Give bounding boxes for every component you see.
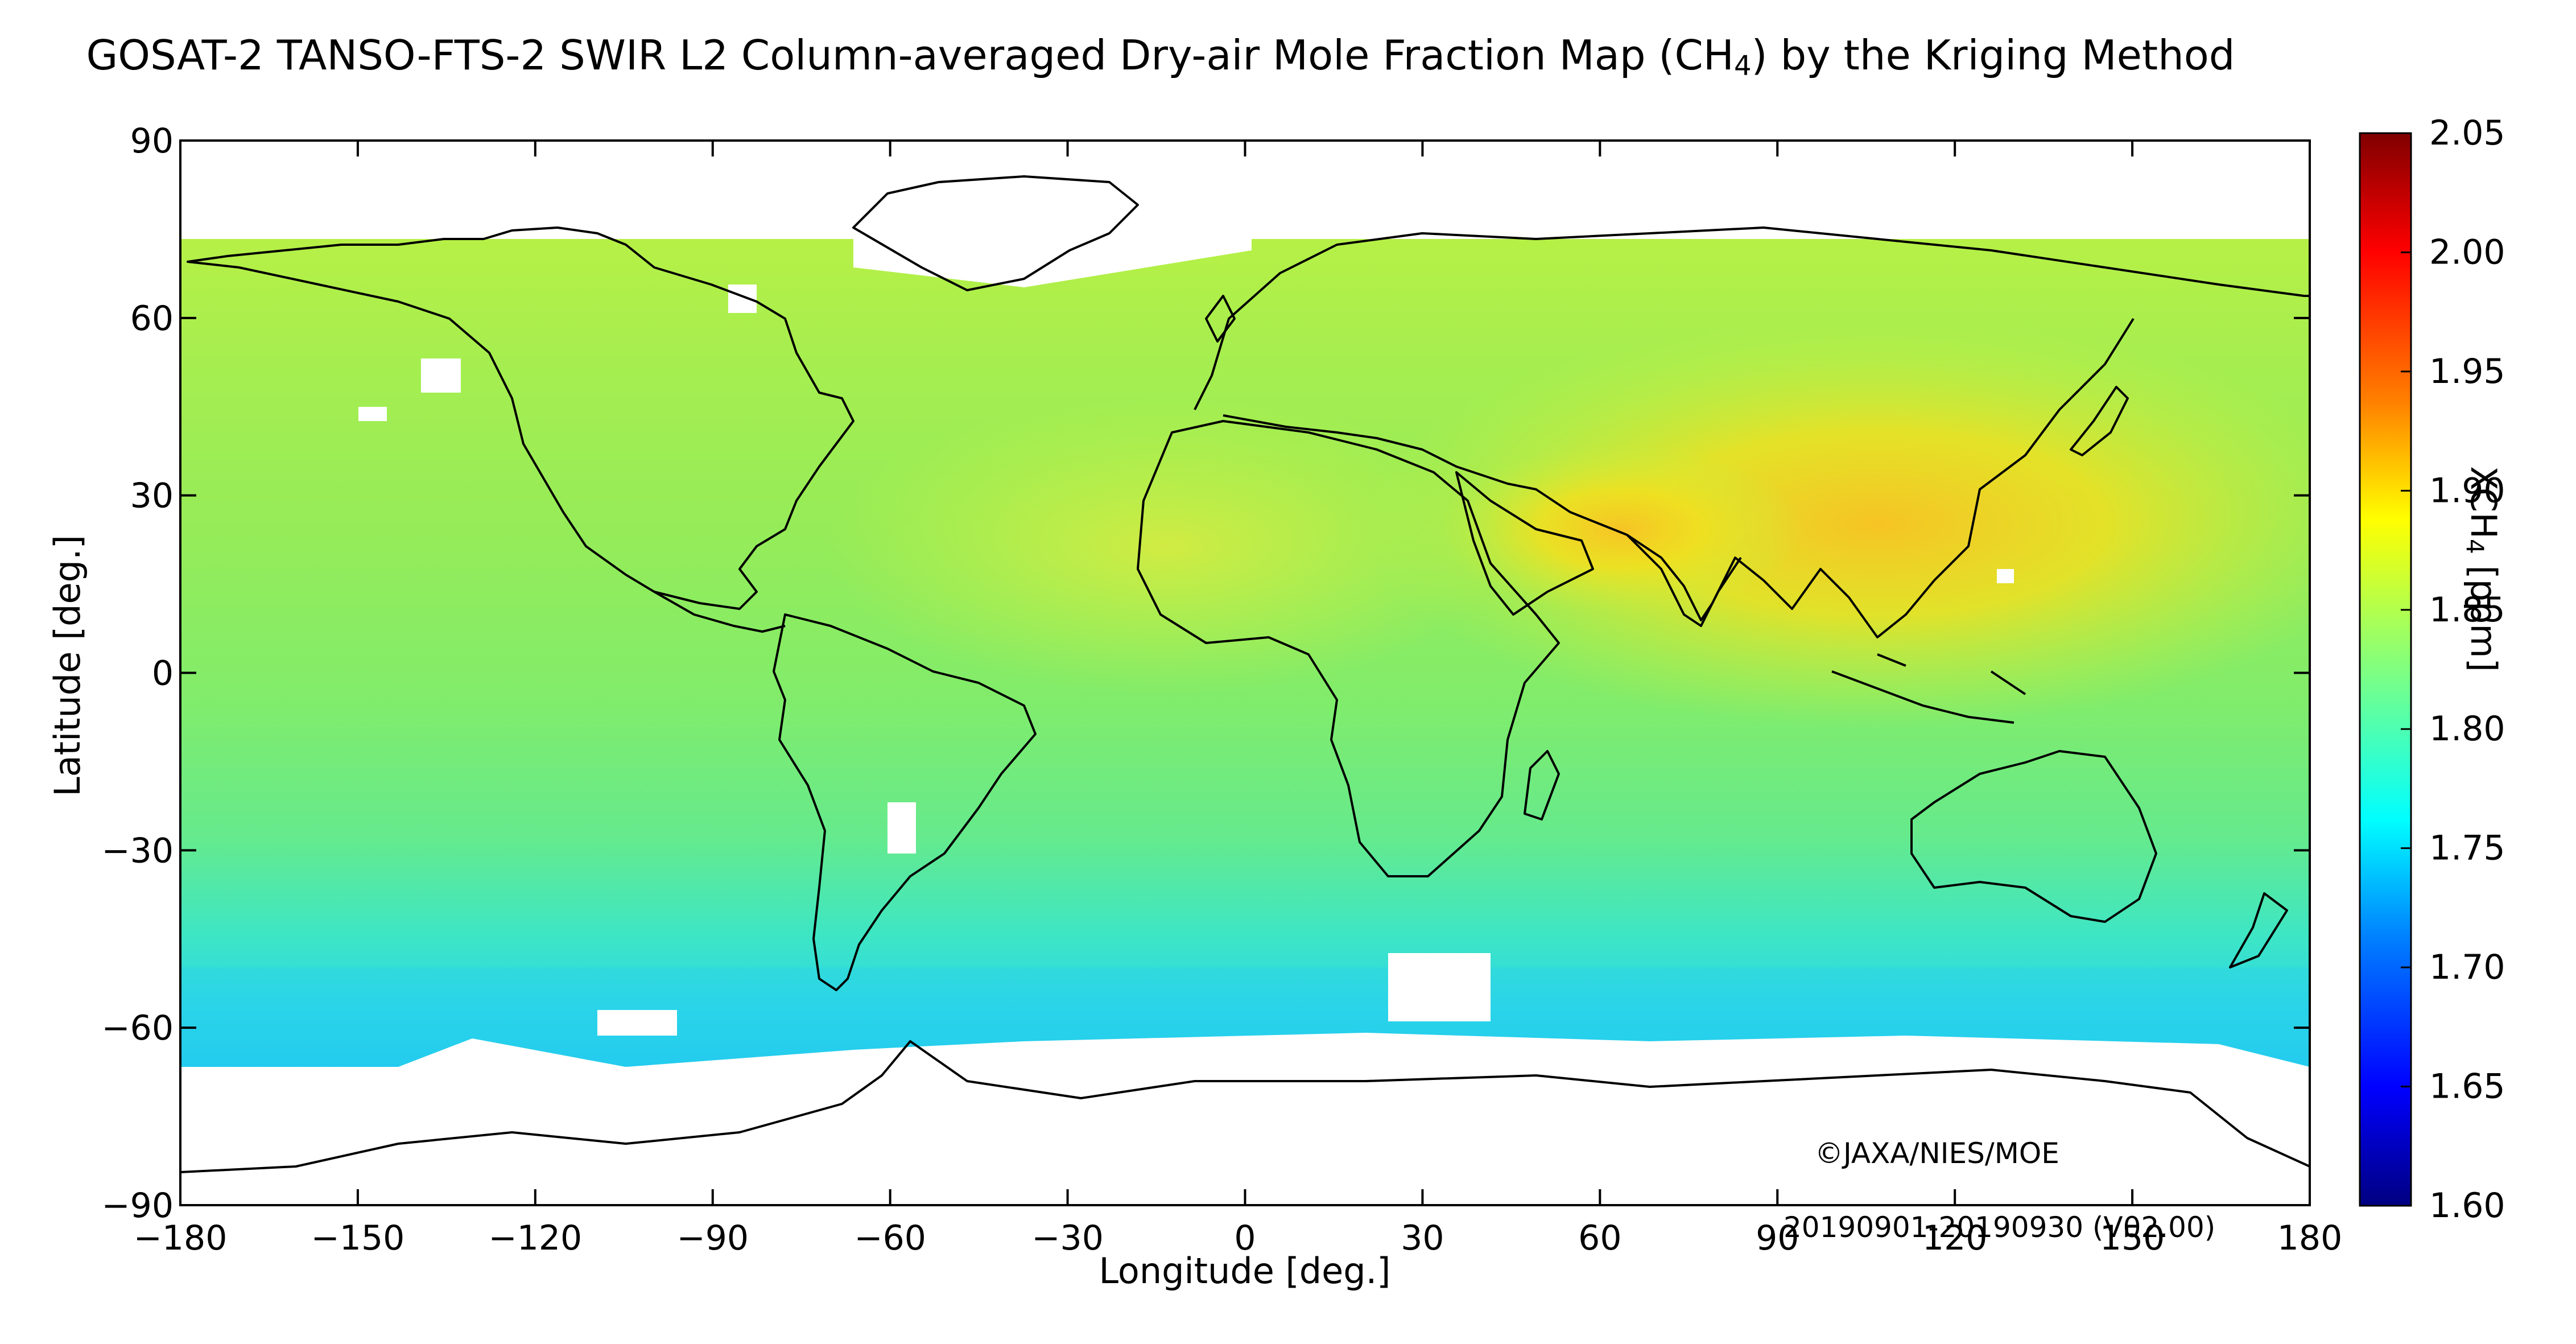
y-tick-label: 0 [152, 654, 174, 694]
map-title: GOSAT-2 TANSO-FTS-2 SWIR L2 Column-avera… [0, 31, 2321, 82]
no-data-patch [887, 802, 916, 854]
antarctica-no-data [180, 1033, 2310, 1205]
y-tick-label: −30 [101, 831, 174, 871]
y-tick-label: −90 [101, 1186, 174, 1226]
south-america-coast [773, 613, 1037, 991]
x-tick-label: −30 [1031, 1218, 1104, 1258]
colorbar-title-subscript: 4 [2461, 538, 2489, 554]
x-tick-label: −120 [488, 1218, 582, 1258]
title-subscript: 4 [1733, 50, 1752, 82]
colorbar [2359, 132, 2412, 1207]
colorbar-tick-labels: 2.05 2.00 1.95 1.90 1.85 1.80 1.75 1.70 1.65 1.60 [2429, 113, 2505, 1226]
colorbar-tick-label: 1.90 [2429, 471, 2505, 510]
asia-high-region [1365, 319, 2310, 728]
no-data-patch [358, 407, 387, 421]
colorbar-tick-label: 2.05 [2429, 113, 2505, 153]
colorbar-tick-label: 1.80 [2429, 709, 2505, 749]
antarctica-coast [180, 1040, 2310, 1173]
x-tick-label: −180 [134, 1218, 228, 1258]
xch4-field [180, 141, 2310, 1205]
x-tick-label: 0 [1234, 1218, 1256, 1258]
no-data-patch [421, 358, 461, 393]
x-tick-label: 150 [2100, 1218, 2165, 1258]
japan-coast [2070, 386, 2129, 456]
colorbar-tick-label: 1.95 [2429, 352, 2505, 391]
copyright-notice: ©JAXA/NIES/MOE [1815, 1137, 2059, 1170]
title-tail: ) by the Kriging Method [1751, 31, 2235, 79]
x-axis-title: Longitude [deg.] [1099, 1250, 1390, 1292]
colorbar-title-unit: [ppm] [2463, 554, 2504, 672]
north-africa-region [825, 398, 1508, 694]
uk-coast [1205, 295, 1236, 343]
y-tick-labels: 90 60 30 0 −30 −60 −90 [101, 121, 174, 1226]
y-axis-title: Latitude [deg.] [47, 535, 88, 797]
africa-coast [1137, 420, 1560, 877]
y-tick-label: 60 [130, 299, 174, 339]
south-asia-high-region [1439, 444, 1803, 615]
observation-period: 20190901-20190930 (V02.00) [1784, 1211, 2216, 1244]
coastlines [180, 175, 2310, 1173]
no-data-patch [597, 1010, 677, 1036]
colorbar-tick-label: 1.60 [2429, 1186, 2505, 1226]
no-data-patch [728, 285, 757, 313]
title-main: GOSAT-2 TANSO-FTS-2 SWIR L2 Column-avera… [86, 31, 1734, 79]
australia-coast [1910, 750, 2157, 923]
greenland-coast [852, 175, 1139, 291]
no-data-patch [1997, 569, 2014, 583]
x-tick-label: −150 [311, 1218, 405, 1258]
x-tick-label: 180 [2277, 1218, 2343, 1258]
north-america-coast [187, 226, 854, 610]
x-tick-label: −90 [676, 1218, 749, 1258]
x-tick-label: −60 [854, 1218, 926, 1258]
madagascar-coast [1524, 750, 1560, 821]
colorbar-tick-label: 1.70 [2429, 947, 2505, 987]
x-tick-labels: −180 −150 −120 −90 −60 −30 0 30 60 90 120 150 180 [134, 1218, 2343, 1258]
colorbar-tick-marks [2401, 132, 2411, 1207]
colorbar-tick-label: 1.75 [2429, 828, 2505, 868]
x-tick-marks [179, 141, 2311, 1205]
x-tick-label: 60 [1578, 1218, 1621, 1258]
indonesia-coast [1831, 653, 2026, 724]
arabian-peninsula-coast [1455, 471, 1594, 616]
colorbar-tick-label: 1.65 [2429, 1067, 2505, 1107]
central-america-coast [654, 591, 786, 633]
y-tick-label: 90 [130, 121, 174, 161]
y-tick-marks [180, 139, 2310, 1206]
colorbar-tick-label: 2.00 [2429, 232, 2505, 272]
no-data-patch [1388, 953, 1491, 1021]
x-tick-label: 120 [1922, 1218, 1988, 1258]
new-zealand-coast [2229, 892, 2288, 968]
y-tick-label: 30 [130, 476, 174, 516]
colorbar-tick-label: 1.85 [2429, 590, 2505, 630]
greenland-no-data [853, 141, 1252, 287]
europe-asia-coast [1194, 226, 2310, 638]
india-coast [1626, 534, 1742, 627]
y-tick-label: −60 [101, 1008, 174, 1048]
colorbar-title-main: XCH [2463, 466, 2504, 539]
colorbar-title: XCH4 [ppm] [2461, 455, 2506, 683]
x-tick-label: 90 [1756, 1218, 1799, 1258]
x-tick-label: 30 [1401, 1218, 1444, 1258]
